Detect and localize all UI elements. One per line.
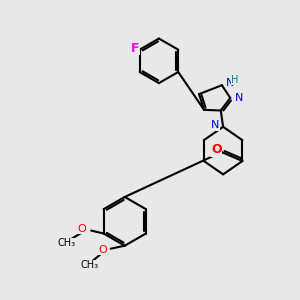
Text: F: F	[131, 42, 140, 55]
Text: N: N	[211, 120, 220, 130]
Text: H: H	[231, 75, 239, 85]
Text: CH₃: CH₃	[80, 260, 98, 270]
Text: O: O	[211, 143, 222, 156]
Text: N: N	[226, 78, 234, 88]
Text: O: O	[98, 245, 107, 255]
Text: O: O	[77, 224, 86, 234]
Text: N: N	[235, 93, 243, 103]
Text: CH₃: CH₃	[57, 238, 76, 248]
